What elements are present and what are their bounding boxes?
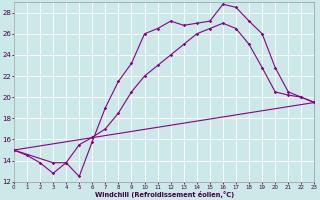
X-axis label: Windchill (Refroidissement éolien,°C): Windchill (Refroidissement éolien,°C) bbox=[94, 191, 234, 198]
